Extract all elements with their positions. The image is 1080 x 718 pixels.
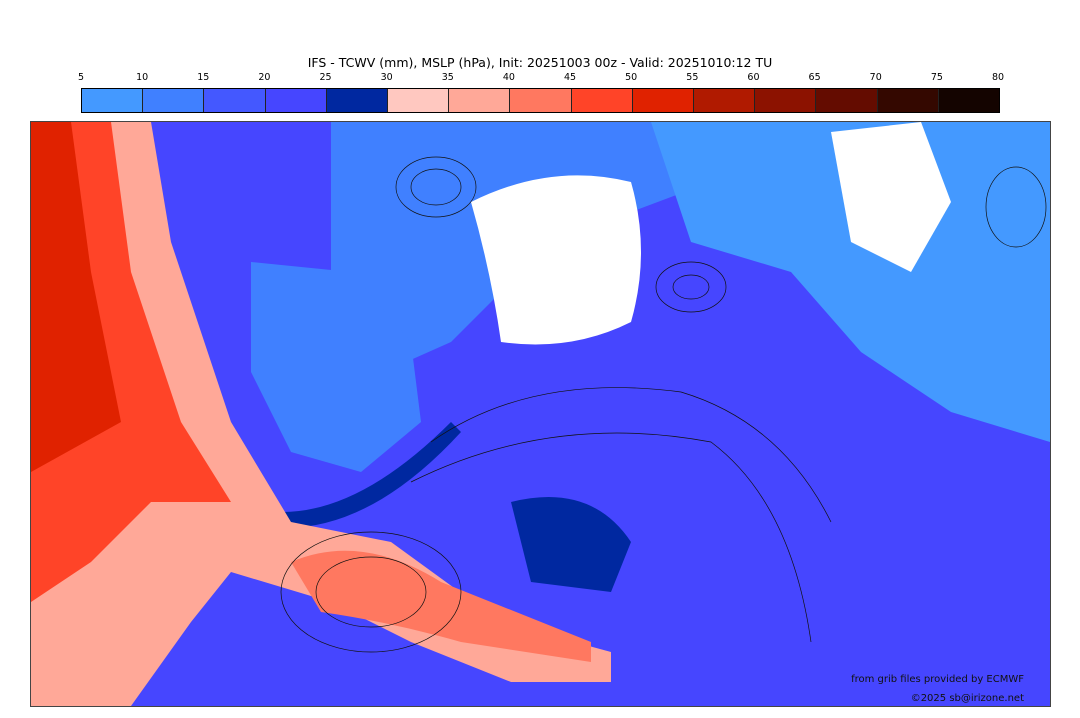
colorbar-tick-label: 45 [564,72,577,83]
region-labrador [251,262,421,472]
colorbar-tick-label: 35 [441,72,454,83]
region-40-45 [291,550,591,662]
colorbar-tick-label: 65 [808,72,821,83]
colorbar-swatch [938,89,1000,112]
colorbar-swatch [571,89,633,112]
colorbar-swatch [510,89,572,112]
map-canvas [31,122,1050,706]
tcwv-map[interactable]: from grib files provided by ECMWF ©2025 … [30,121,1051,707]
colorbar-tick-label: 60 [747,72,760,83]
colorbar-tick-label: 75 [930,72,943,83]
colorbar-swatch [388,89,450,112]
map-title: IFS - TCWV (mm), MSLP (hPa), Init: 20251… [307,55,773,70]
colorbar-swatch [143,89,205,112]
colorbar-tick-label: 70 [869,72,882,83]
colorbar-swatch [326,89,389,112]
data-source-credit: from grib files provided by ECMWF [851,674,1024,685]
colorbar-swatch [877,89,939,112]
colorbar-tick-label: 80 [991,72,1005,83]
colorbar-swatch [204,89,266,112]
colorbar-swatch [816,89,878,112]
colorbar [81,88,1000,113]
colorbar-swatch [755,89,817,112]
colorbar-tick-label: 50 [625,72,638,83]
colorbar-swatch [82,89,144,112]
colorbar-tick-label: 55 [686,72,699,83]
copyright-credit: ©2025 sb@irizone.net [910,693,1024,704]
colorbar-tick-label: 40 [502,72,515,83]
colorbar-swatch [694,89,756,112]
snow-region [831,122,951,272]
isobars [280,156,1047,653]
greenland [471,175,641,345]
colorbar-tick-label: 20 [258,72,271,83]
region-50-55 [31,122,121,472]
region-35-40 [31,122,611,706]
moisture-patch [511,497,631,592]
colorbar-tick-label: 15 [197,72,210,83]
colorbar-tick-label: 25 [319,72,332,83]
colorbar-ticks: 5 10 15 20 25 30 35 40 45 50 55 60 65 70 75 80 [77,72,1004,84]
colorbar-tick-label: 10 [136,72,149,83]
colorbar-swatch [632,89,695,112]
colorbar-swatch [449,89,511,112]
colorbar-tick-label: 5 [77,72,85,83]
colorbar-tick-label: 30 [380,72,393,83]
colorbar-swatch [265,89,327,112]
